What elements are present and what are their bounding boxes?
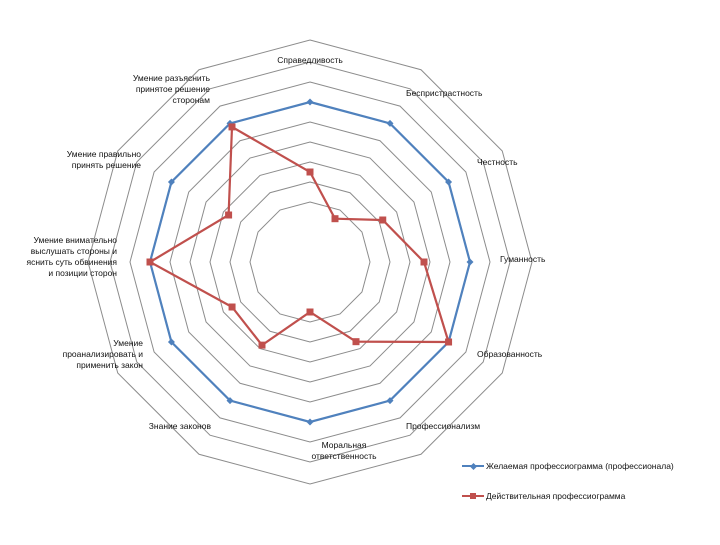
grid-ring-5 (169, 121, 451, 403)
series-0-point-2 (445, 178, 453, 186)
legend-item-actual: Действительная профессиограмма (462, 489, 674, 503)
legend-swatch-actual (462, 491, 484, 501)
series-1-point-8 (228, 303, 236, 311)
legend-swatch-desired (462, 461, 484, 471)
series-0-point-1 (386, 119, 394, 127)
series-0-point-3 (466, 258, 474, 266)
grid-ring-8 (109, 61, 511, 463)
series-0-point-5 (386, 397, 394, 405)
series-1-point-3 (420, 258, 428, 266)
axis-label-9: Умение внимательно выслушать стороны и ясн… (27, 235, 118, 278)
series-0-point-7 (226, 397, 234, 405)
series-1-point-7 (258, 341, 266, 349)
axis-label-0: Справедливость (277, 55, 343, 65)
axis-label-1: Беспристрастность (406, 88, 483, 98)
legend: Желаемая профессиограмма (профессионала)… (462, 459, 674, 519)
series-1-point-10 (225, 211, 233, 219)
series-1-point-2 (379, 216, 387, 224)
series-0-point-8 (167, 338, 175, 346)
axis-label-7: Знание законов (149, 421, 212, 431)
axis-label-3: Гуманность (500, 254, 546, 264)
series-1-point-6 (306, 308, 314, 316)
legend-label-actual: Действительная профессиограмма (486, 491, 626, 501)
legend-item-desired: Желаемая профессиограмма (профессионала) (462, 459, 674, 473)
series-1-point-11 (228, 123, 236, 131)
series-1-point-5 (352, 338, 360, 346)
axis-label-8: Умение проанализировать и применить закон (63, 338, 144, 370)
grid-ring-4 (189, 141, 431, 383)
axis-label-10: Умение правильно принять решение (67, 149, 142, 170)
axis-label-5: Профессионализм (406, 421, 480, 431)
axis-label-2: Честность (477, 157, 518, 167)
series-0-point-10 (167, 178, 175, 186)
grid-ring-2 (229, 181, 391, 343)
axis-label-4: Образованность (477, 349, 543, 359)
series-1-point-0 (306, 168, 314, 176)
grid-ring-7 (129, 81, 491, 443)
grid-ring-1 (249, 201, 371, 323)
grid-ring-3 (209, 161, 411, 363)
axis-label-6: Моральная ответственность (311, 440, 377, 461)
grid-outer (87, 39, 533, 485)
legend-label-desired: Желаемая профессиограмма (профессионала) (486, 461, 674, 471)
series-1-point-4 (445, 338, 453, 346)
series-1-point-9 (146, 258, 154, 266)
series-1-point-1 (331, 215, 339, 223)
series-0-point-0 (306, 98, 314, 106)
series-0-point-6 (306, 418, 314, 426)
axis-label-11: Умение разъяснить принятое решение сторона… (133, 73, 211, 105)
